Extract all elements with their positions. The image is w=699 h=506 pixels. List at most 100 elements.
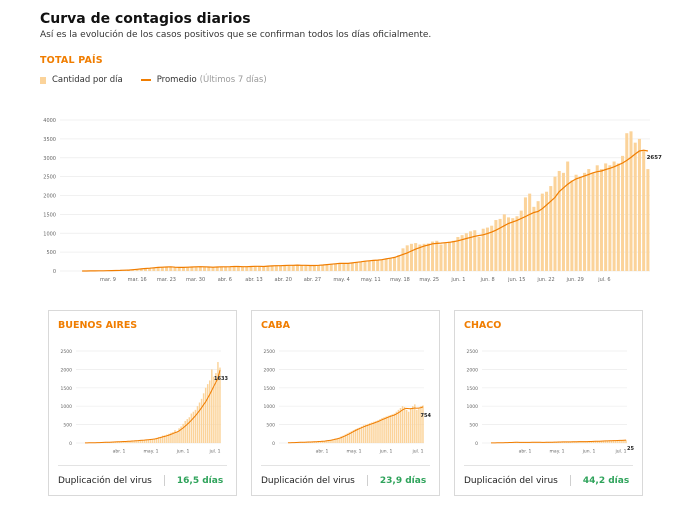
y-tick-label: 2000 [43,194,56,200]
daily-bar [367,423,369,443]
daily-bar [393,257,397,271]
daily-bar [346,263,350,271]
daily-bar [443,242,447,271]
daily-bar [582,441,584,443]
daily-bar [583,172,587,271]
daily-bar [338,263,342,271]
daily-bar [153,438,156,443]
daily-bar [608,440,611,443]
daily-bar [435,240,439,271]
x-tick-label: abr. 27 [304,277,321,283]
daily-bar [161,435,164,443]
daily-bar [257,266,261,271]
daily-bar [549,186,553,271]
x-tick-label: jul. 1 [614,449,626,455]
daily-bar [574,441,576,443]
x-tick-label: jun. 8 [480,277,495,283]
daily-bar [355,262,359,271]
daily-bar [473,230,477,271]
y-tick-label: 1500 [61,386,73,392]
card-title-buenos-aires: BUENOS AIRES [58,320,138,331]
chart-buenos-aires: 0 500 1000 1500 2000 2500 abr. 1 may. 1 jun. 1 ju… [61,349,229,455]
daily-bar [287,265,291,271]
daily-bar [485,227,489,271]
daily-bar [477,237,481,271]
daily-bar [133,440,135,443]
daily-bar [315,441,318,443]
x-tick-label: abr. 1 [519,449,532,455]
card-buenos-aires: BUENOS AIRES 0 500 1000 1500 2000 2500 abr. 1 m… [48,310,237,496]
y-tick-label: 500 [46,250,56,256]
daily-bar [619,440,621,443]
x-tick-label: abr. 13 [245,277,262,283]
daily-bar [224,266,228,271]
daily-bar [469,231,473,271]
card-title-chaco: CHACO [464,320,502,331]
daily-bar [595,165,599,271]
daily-bar [334,438,336,443]
daily-bar [578,176,582,271]
daily-bar [215,267,219,271]
daily-bar [363,261,367,271]
x-tick-label: may. 11 [361,277,381,283]
daily-bar [313,441,316,443]
daily-bar [245,266,249,271]
daily-bar [321,264,325,271]
y-tick-label: 1500 [43,212,56,218]
daily-bar [346,433,349,443]
y-tick-label: 2500 [43,175,56,181]
daily-bar [196,406,199,443]
daily-bar [612,440,615,443]
daily-bar [143,439,146,443]
x-tick-label: mar. 30 [186,277,205,283]
x-tick-label: may. 1 [144,449,159,455]
section-label-total: TOTAL PAÍS [40,55,103,66]
daily-bar [414,243,418,271]
daily-bar [338,437,340,443]
daily-bar [407,411,410,443]
daily-bar [135,269,139,271]
daily-bar [350,431,353,443]
daily-bar [625,133,629,271]
duplication-row-chaco: Duplicación del virus 44,2 días [464,465,633,486]
daily-bar [137,440,139,443]
last-value-label: 1633 [214,376,228,382]
x-tick-label: abr. 1 [316,449,329,455]
daily-bar [403,406,406,443]
daily-bar [604,163,608,271]
daily-bar [176,431,178,443]
daily-bar [166,434,168,443]
daily-bar [565,441,568,443]
daily-bar [580,441,582,443]
y-tick-label: 2500 [467,349,479,355]
duplication-label: Duplicación del virus [58,475,152,486]
daily-bar [312,265,316,271]
y-tick-label: 0 [53,269,56,275]
daily-bar [350,262,354,271]
x-tick-label: jul. 1 [208,449,220,455]
daily-bar [566,161,570,271]
daily-bar [375,420,377,443]
daily-bar [279,265,283,271]
daily-bar [362,425,365,443]
daily-bar [156,267,160,271]
daily-bar [507,217,511,271]
daily-bar [352,430,355,443]
daily-bar [523,197,527,271]
daily-bar [586,441,588,443]
daily-bar [409,243,413,271]
daily-bar [596,441,599,443]
daily-bar [131,269,135,271]
daily-bar [422,405,424,443]
daily-bar [553,176,557,271]
daily-bar [409,408,412,443]
daily-bar [249,266,253,271]
daily-bar [320,441,322,443]
daily-bar [422,243,426,271]
daily-bar [174,430,176,443]
daily-bar [452,240,456,271]
x-tick-label: may. 1 [550,449,565,455]
daily-bar [590,441,592,443]
daily-bar [405,409,408,443]
daily-bar [209,380,211,443]
